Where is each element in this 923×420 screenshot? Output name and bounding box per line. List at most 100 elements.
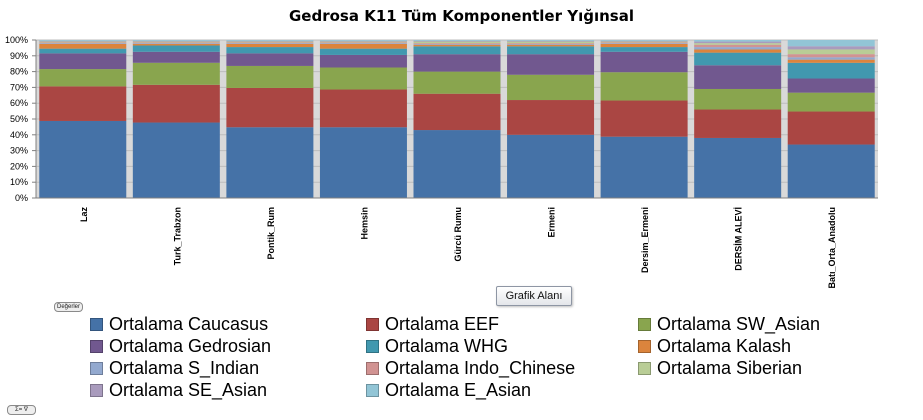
bar-segment (694, 52, 782, 66)
bar-segment (39, 40, 127, 42)
x-tick-label: Ermeni (547, 207, 557, 238)
bar-segment (787, 92, 875, 112)
y-tick-label: 60% (10, 98, 28, 108)
bar-segment (694, 49, 782, 53)
bar-segment (600, 43, 688, 48)
bar-segment (319, 43, 407, 49)
x-tick-label: DERSİM ALEVİ (734, 207, 744, 271)
bar-segment (787, 40, 875, 47)
bar-segment (413, 71, 501, 94)
bar-segment (600, 47, 688, 52)
bar-segment (226, 127, 314, 198)
bar-segment (600, 136, 688, 198)
bar-segment (787, 46, 875, 50)
bar-segment (413, 43, 501, 45)
bar-segment (787, 54, 875, 58)
bar-segment (132, 62, 220, 85)
bar-segment (39, 48, 127, 54)
bar-segment (319, 127, 407, 198)
bar-segment (600, 51, 688, 73)
bar-segment (319, 40, 407, 41)
bar-segment (132, 41, 220, 43)
bar-segment (132, 45, 220, 52)
bar-segment (507, 46, 595, 55)
bar-segment (132, 43, 220, 46)
bar-segment (39, 69, 127, 87)
bar-segment (319, 43, 407, 44)
y-tick-label: 30% (10, 146, 28, 156)
bar-segment (413, 44, 501, 47)
bar-segment (319, 67, 407, 90)
bar-segment (132, 40, 220, 42)
sigma-values-button[interactable]: Σ= ∇ (7, 405, 36, 415)
y-tick-label: 90% (10, 51, 28, 61)
chart-area-tooltip: Grafik Alanı (496, 286, 572, 306)
x-tick-label: Turk_Trabzon (172, 207, 182, 265)
bar-segment (787, 111, 875, 145)
bar-segment (132, 122, 220, 198)
bar-segment (319, 42, 407, 44)
chart-title: Gedrosa K11 Tüm Komponentler Yığınsal (289, 7, 634, 25)
bar-segment (319, 54, 407, 68)
bar-segment (787, 78, 875, 93)
bar-segment (507, 40, 595, 42)
bar-segment (39, 41, 127, 43)
bar-segment (413, 46, 501, 55)
bar-segment (413, 93, 501, 131)
x-tick-label: Dersim_Ermeni (640, 207, 650, 273)
bar-segment (226, 43, 314, 48)
bar-segment (600, 42, 688, 44)
values-field-button[interactable]: Değerler (54, 302, 83, 312)
bar-segment (600, 40, 688, 41)
bar-segment (39, 43, 127, 44)
bar-segment (39, 42, 127, 44)
bar-segment (226, 53, 314, 66)
bar-segment (226, 40, 314, 42)
bar-segment (413, 54, 501, 72)
bar-segment (226, 41, 314, 43)
bar-segment (39, 86, 127, 121)
bar-segment (132, 43, 220, 44)
bar-segment (226, 87, 314, 128)
bar-segment (413, 41, 501, 44)
bar-segment (694, 65, 782, 89)
bar-segment (600, 40, 688, 42)
bar-segment (600, 72, 688, 101)
bar-segment (787, 49, 875, 55)
bar-segment (694, 40, 782, 42)
bar-segment (413, 40, 501, 42)
bar-segment (787, 144, 875, 198)
bar-segment (507, 74, 595, 101)
bar-segment (39, 43, 127, 49)
y-tick-label: 70% (10, 82, 28, 92)
bar-segment (39, 40, 127, 41)
x-tick-label: Gürcü Rumu (453, 207, 463, 262)
bar-segment (787, 59, 875, 63)
bar-segment (507, 54, 595, 75)
bar-segment (319, 48, 407, 55)
bar-segment (507, 44, 595, 47)
bar-segment (507, 43, 595, 44)
bar-segment (694, 137, 782, 198)
bar-segment (132, 51, 220, 63)
bar-segment (694, 109, 782, 138)
bar-segment (39, 53, 127, 70)
bar-segment (507, 41, 595, 44)
bar-segment (694, 44, 782, 48)
bar-segment (226, 42, 314, 44)
y-tick-label: 100% (5, 35, 28, 45)
x-tick-label: Hemsin (359, 207, 369, 240)
bar-segment (507, 134, 595, 198)
bar-segment (694, 43, 782, 45)
bar-segment (694, 47, 782, 50)
bar-segment (226, 43, 314, 44)
bar-segment (694, 41, 782, 44)
bar-segment (39, 120, 127, 198)
y-tick-label: 50% (10, 114, 28, 124)
y-tick-label: 20% (10, 161, 28, 171)
bar-segment (600, 43, 688, 44)
bar-segment (413, 43, 501, 44)
bar-segment (507, 43, 595, 45)
bar-segment (507, 40, 595, 41)
